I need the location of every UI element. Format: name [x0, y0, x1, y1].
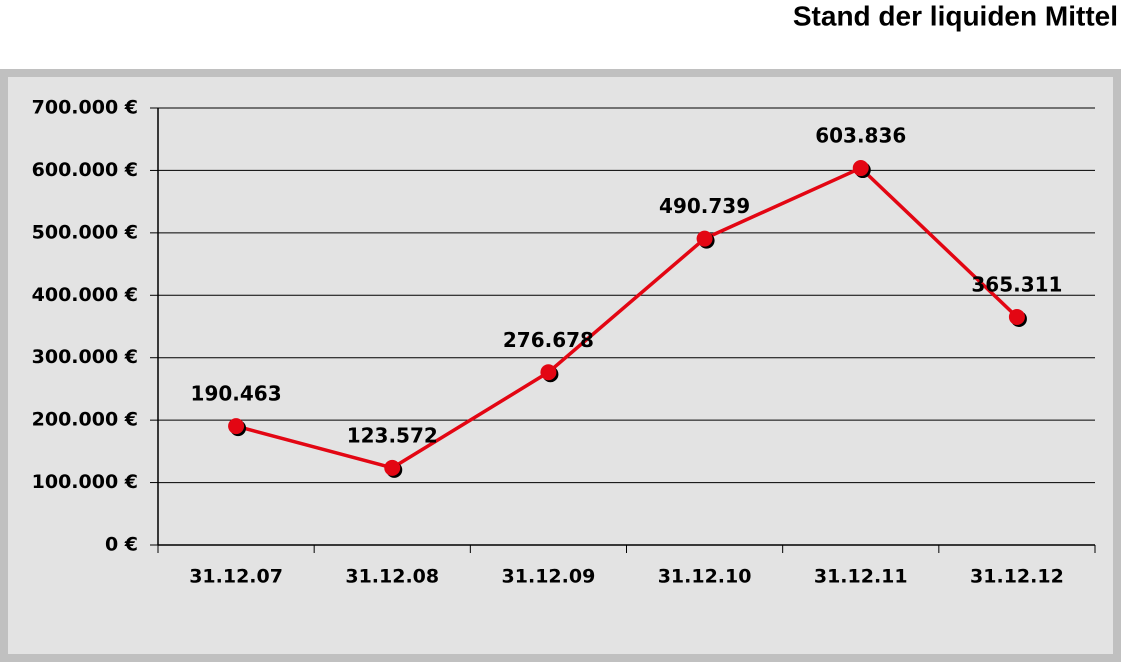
x-tick-label: 31.12.08 [345, 566, 439, 588]
y-tick-label: 0 € [105, 534, 138, 556]
data-line [235, 165, 1019, 470]
data-point [228, 418, 245, 435]
x-tick-label: 31.12.11 [814, 566, 908, 588]
data-point [852, 160, 869, 177]
data-label: 276.678 [503, 328, 594, 352]
x-tick-label: 31.12.07 [189, 566, 283, 588]
data-point [384, 459, 401, 476]
data-label: 365.311 [971, 272, 1062, 296]
x-tick-label: 31.12.09 [502, 566, 596, 588]
data-point [1008, 308, 1025, 325]
y-tick-label: 400.000 € [32, 284, 138, 306]
data-label: 123.572 [347, 423, 438, 447]
data-label: 190.463 [191, 382, 282, 406]
x-tick-label: 31.12.12 [970, 566, 1064, 588]
x-tick-label: 31.12.10 [658, 566, 752, 588]
y-tick-label: 300.000 € [32, 346, 138, 368]
chart-title: Stand der liquiden Mittel [793, 0, 1118, 31]
data-label: 603.836 [815, 124, 906, 148]
data-label: 490.739 [659, 194, 750, 218]
y-tick-label: 600.000 € [32, 159, 138, 181]
data-point [696, 230, 713, 247]
y-tick-label: 100.000 € [32, 471, 138, 493]
y-tick-label: 200.000 € [32, 409, 138, 431]
y-tick-label: 700.000 € [32, 97, 138, 119]
data-point [540, 364, 557, 381]
y-tick-label: 500.000 € [32, 221, 138, 243]
